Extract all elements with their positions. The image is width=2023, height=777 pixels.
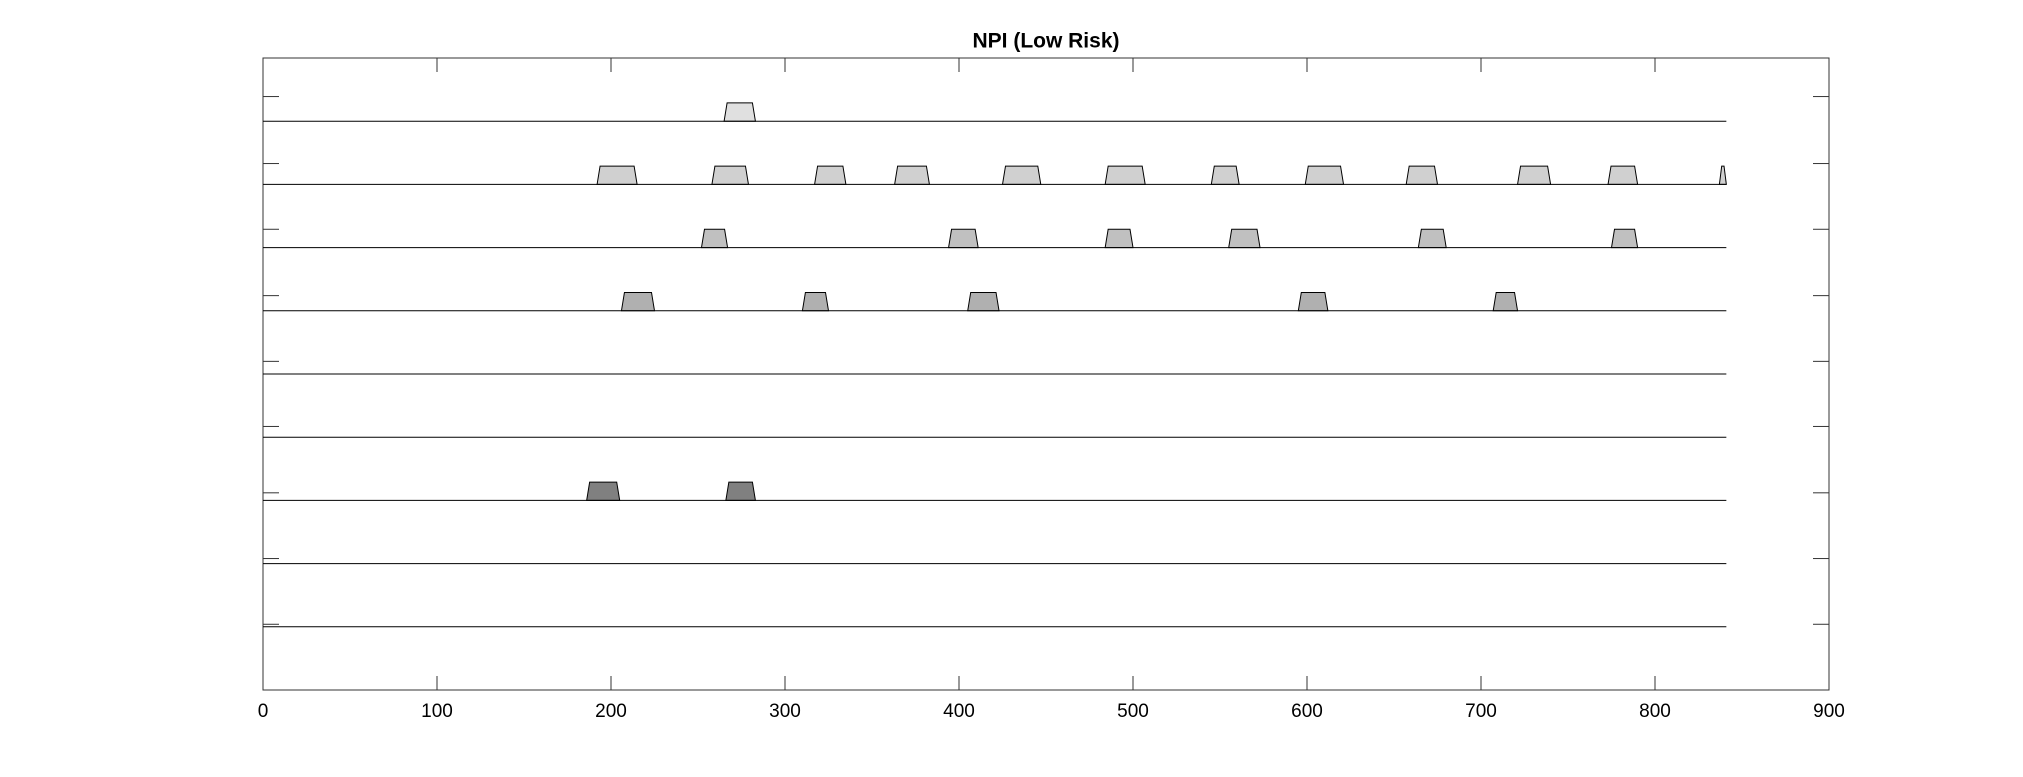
x-tick-label: 500 <box>1117 701 1149 722</box>
pulse <box>1492 291 1519 312</box>
pulse <box>1304 165 1345 185</box>
pulse <box>723 102 757 122</box>
pulse <box>894 165 931 185</box>
pulse <box>1607 165 1639 185</box>
pulse <box>1417 228 1447 249</box>
pulse <box>967 291 1000 312</box>
pulse <box>1001 165 1042 185</box>
pulse <box>813 165 847 185</box>
pulse <box>1104 165 1146 185</box>
pulse <box>700 228 729 249</box>
x-tick-label: 700 <box>1465 701 1497 722</box>
pulse <box>801 291 830 312</box>
x-tick-label: 600 <box>1291 701 1323 722</box>
x-tick-label: 800 <box>1639 701 1671 722</box>
pulse <box>947 228 979 249</box>
x-tick-label: 100 <box>421 701 453 722</box>
x-tick-label: 900 <box>1813 701 1845 722</box>
x-tick-label: 0 <box>258 701 269 722</box>
pulse <box>725 481 757 501</box>
x-tick-label: 300 <box>769 701 801 722</box>
pulse <box>1405 165 1439 185</box>
pulse <box>620 291 656 312</box>
chart-title: NPI (Low Risk) <box>972 30 1119 53</box>
pulse <box>586 481 621 501</box>
x-tick-label: 200 <box>595 701 627 722</box>
pulse <box>1228 228 1261 249</box>
pulse <box>1610 228 1639 249</box>
pulse <box>1516 165 1552 185</box>
pulse <box>1297 291 1329 312</box>
pulse <box>711 165 750 185</box>
pulse <box>596 165 638 185</box>
pulse <box>1718 165 1727 185</box>
pulse <box>1210 165 1240 185</box>
x-tick-label: 400 <box>943 701 975 722</box>
pulse <box>1104 228 1134 249</box>
